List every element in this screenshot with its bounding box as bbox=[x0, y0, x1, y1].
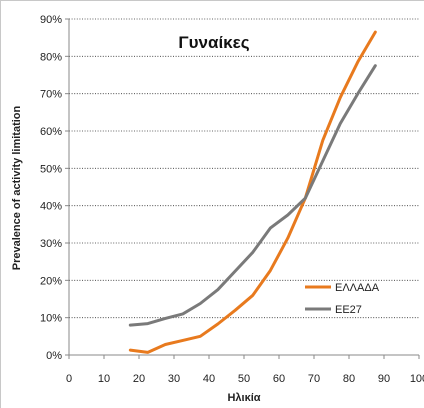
y-tick-label: 10% bbox=[40, 313, 62, 325]
x-tick-label: 30 bbox=[168, 373, 180, 385]
series-lines bbox=[128, 30, 377, 354]
gridlines bbox=[69, 18, 419, 319]
tick-labels: 0% 10% 20% 30% 40% 50% 60% 70% 80% 90% 0 10 20 30 40 50… bbox=[40, 14, 424, 385]
y-tick-label: 80% bbox=[40, 51, 62, 63]
x-tick-label: 40 bbox=[203, 373, 215, 385]
y-tick-label: 30% bbox=[40, 238, 62, 250]
y-tick-label: 50% bbox=[40, 163, 62, 175]
y-axis-title: Prevalence of activity limitation bbox=[11, 105, 23, 270]
x-tick-label: 90 bbox=[378, 373, 390, 385]
x-tick-label: 100 bbox=[410, 373, 424, 385]
x-tick-label: 60 bbox=[273, 373, 285, 385]
legend: ΕΛΛΑΔΑ ΕΕ27 bbox=[305, 282, 380, 316]
x-tick-label: 70 bbox=[308, 373, 320, 385]
series-line-1 bbox=[128, 30, 377, 354]
x-axis-title: Ηλικία bbox=[227, 392, 260, 404]
x-tick-label: 80 bbox=[343, 373, 355, 385]
x-tick-label: 20 bbox=[133, 373, 145, 385]
chart-title: Γυναίκες bbox=[178, 33, 249, 52]
y-tick-label: 40% bbox=[40, 201, 62, 213]
x-tick-label: 50 bbox=[238, 373, 250, 385]
x-tick-label: 0 bbox=[66, 373, 72, 385]
y-tick-label: 60% bbox=[40, 126, 62, 138]
y-tick-label: 0% bbox=[46, 350, 62, 362]
y-tick-label: 20% bbox=[40, 275, 62, 287]
legend-label: ΕΛΛΑΔΑ bbox=[335, 282, 380, 294]
y-tick-label: 70% bbox=[40, 89, 62, 101]
series-line-2 bbox=[128, 64, 377, 327]
axes bbox=[65, 18, 420, 359]
x-tick-label: 10 bbox=[98, 373, 110, 385]
y-tick-label: 90% bbox=[40, 14, 62, 26]
legend-label: ΕΕ27 bbox=[335, 304, 362, 316]
